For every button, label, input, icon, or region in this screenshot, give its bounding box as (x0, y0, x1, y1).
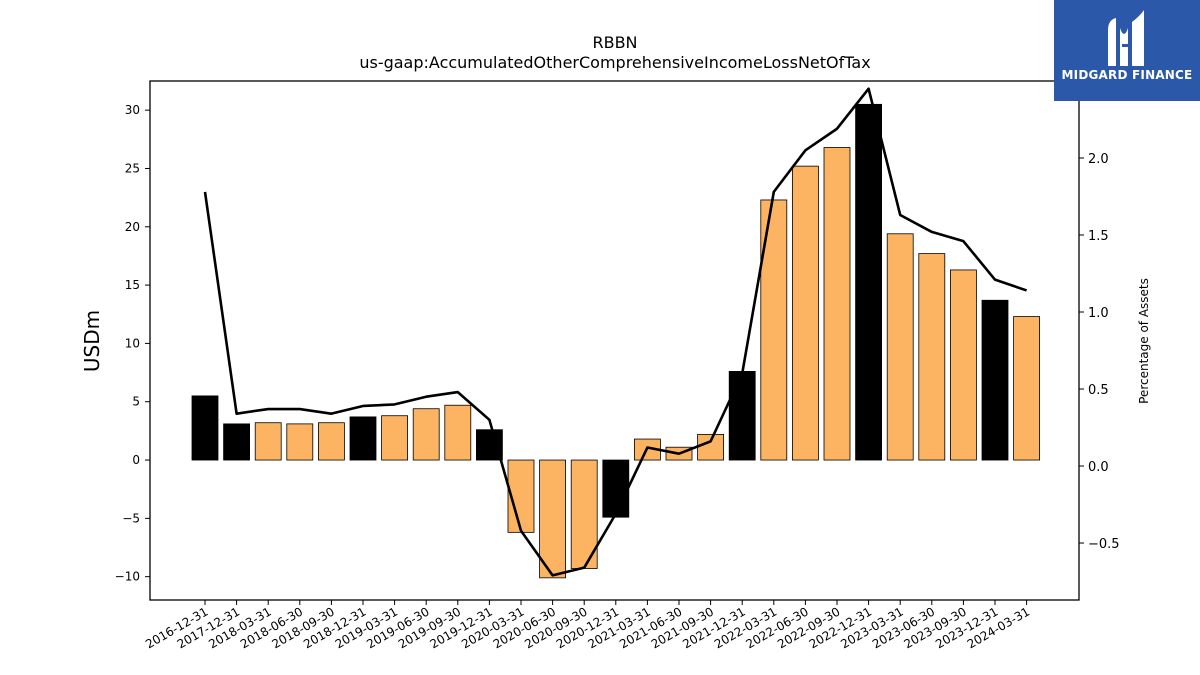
logo-wordmark: MIDGARD FINANCE (1061, 68, 1193, 82)
bar-2021-09-30 (697, 433, 724, 461)
bar-2017-12-31 (223, 423, 251, 461)
bar-2024-03-31 (1013, 316, 1040, 461)
bar-2023-06-30 (918, 253, 946, 461)
y-tick-label: −5 (122, 511, 140, 525)
right-y-axis-label: Percentage of Assets (1137, 278, 1151, 404)
y-tick-label: 0 (132, 453, 140, 467)
left-y-axis: −10 −5 0 5 10 15 20 25 30 (115, 103, 150, 584)
y2-tick-label: 0.5 (1088, 383, 1109, 398)
y2-tick-label: 0.0 (1088, 460, 1109, 475)
bar-2023-09-30 (950, 269, 977, 461)
y-tick-label: 25 (125, 161, 140, 175)
bar-2016-12-31 (191, 395, 219, 461)
chart-subtitle: us-gaap:AccumulatedOtherComprehensiveInc… (359, 53, 870, 72)
y-axis-label: USDm (80, 310, 104, 372)
y-tick-label: 5 (132, 395, 140, 409)
bar-2019-03-31 (381, 415, 409, 461)
bar-2022-03-31 (760, 199, 788, 461)
bar-2018-09-30 (317, 422, 345, 461)
bar-2022-09-30 (823, 147, 851, 461)
bar-2022-06-30 (792, 165, 819, 461)
y-tick-label: 20 (125, 220, 140, 234)
plot-frame (149, 80, 1080, 601)
bar-2020-06-30 (539, 459, 566, 579)
bar-2020-12-31 (602, 459, 630, 518)
y-tick-label: −10 (115, 570, 140, 584)
bar-2022-12-31 (855, 103, 882, 461)
bar-2023-12-31 (981, 299, 1009, 461)
midgard-logo-icon (1108, 10, 1144, 66)
bar-2018-03-31 (254, 422, 282, 461)
bar-2019-06-30 (412, 408, 440, 461)
bar-2018-06-30 (286, 423, 314, 461)
y-tick-label: 10 (125, 336, 140, 350)
bar-2019-12-31 (475, 429, 503, 461)
bar-2018-12-31 (349, 416, 377, 461)
bar-2023-03-31 (886, 233, 914, 461)
y2-tick-label: 1.5 (1088, 229, 1109, 244)
line-series (203, 87, 1028, 577)
bar-2019-09-30 (444, 404, 472, 461)
midgard-finance-logo: MIDGARD FINANCE (1054, 0, 1200, 101)
y2-tick-label: −0.5 (1088, 537, 1120, 552)
right-y-axis: −0.5 0.0 0.5 1.0 1.5 2.0 (1079, 152, 1120, 552)
chart-title: RBBN (592, 33, 637, 52)
y2-tick-label: 2.0 (1088, 152, 1109, 167)
y-tick-label: 30 (125, 103, 140, 117)
bar-2021-12-31 (728, 371, 756, 461)
x-axis: 2016-12-312017-12-312018-03-312018-06-30… (143, 600, 1032, 651)
y-tick-label: 15 (125, 278, 140, 292)
percentage-of-assets-line (203, 87, 1028, 577)
y2-tick-label: 1.0 (1088, 306, 1109, 321)
bar-series (191, 103, 1040, 579)
